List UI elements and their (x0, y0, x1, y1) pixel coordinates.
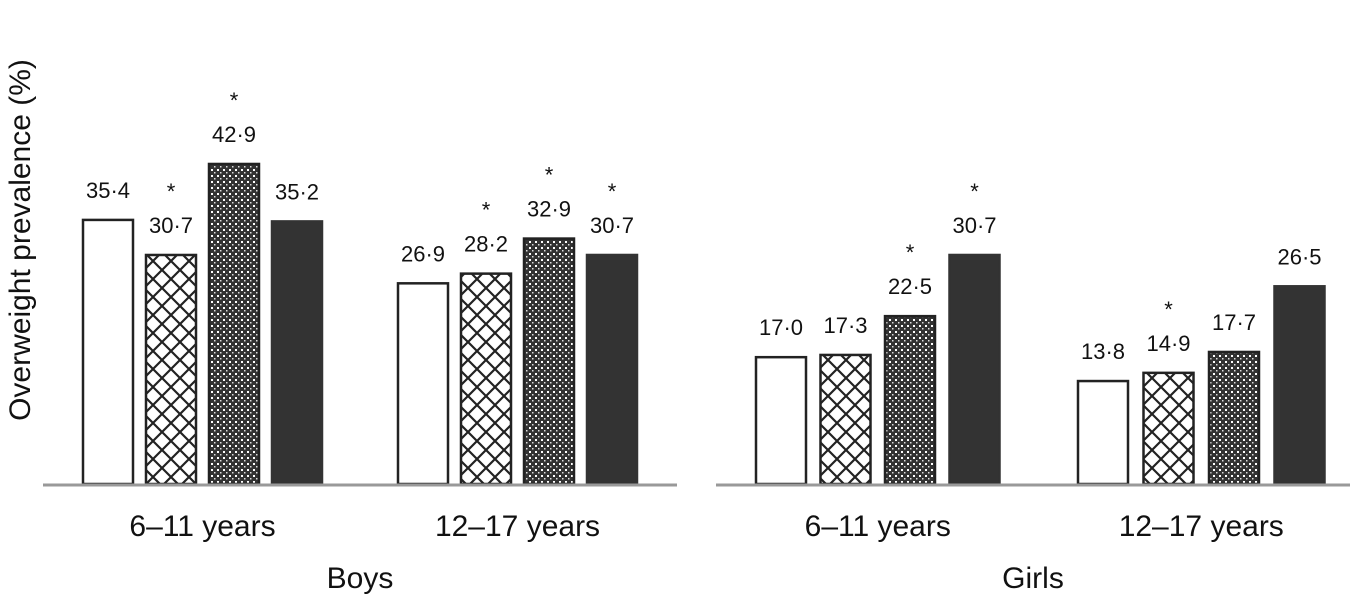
y-axis-label: Overweight prevalence (%) (4, 59, 37, 421)
bar-girls-1-2 (819, 353, 872, 486)
value-label: 17·0 (759, 315, 803, 340)
bar-girls-1-4 (948, 253, 1001, 486)
bar-girls-2-1 (1076, 379, 1130, 486)
panel-label: Girls (1002, 562, 1064, 595)
bar-boys-1-3 (207, 162, 261, 486)
category-tick-label: 6–11 years (129, 510, 275, 543)
value-label: 35·4 (86, 178, 130, 203)
bar-girls-1-3 (883, 314, 937, 486)
value-label: 32·9 (527, 197, 571, 222)
significance-marker: * (608, 179, 617, 204)
value-label: 30·7 (590, 213, 634, 238)
significance-marker: * (167, 179, 176, 204)
significance-marker: * (1164, 297, 1173, 322)
value-label: 22·5 (888, 274, 932, 299)
value-label: 26·5 (1277, 244, 1321, 269)
bar-girls-2-4 (1273, 285, 1326, 486)
value-label: 30·7 (952, 213, 996, 238)
value-label: 28·2 (464, 232, 508, 257)
value-label: 17·3 (823, 313, 867, 338)
category-tick-label: 6–11 years (805, 510, 951, 543)
bar-boys-1-2 (144, 253, 198, 486)
significance-marker: * (482, 198, 491, 223)
bar-boys-2-2 (459, 272, 513, 486)
significance-marker: * (545, 163, 554, 188)
value-label: 26·9 (401, 241, 445, 266)
significance-marker: * (230, 88, 239, 113)
value-label: 42·9 (212, 122, 256, 147)
bar-boys-1-4 (270, 220, 324, 486)
value-label: 13·8 (1081, 339, 1125, 364)
value-label: 30·7 (149, 213, 193, 238)
bar-boys-1-1 (81, 218, 135, 486)
bar-girls-2-2 (1142, 371, 1195, 486)
category-tick-label: 12–17 years (435, 510, 600, 543)
bar-girls-2-3 (1207, 350, 1261, 486)
significance-marker: * (970, 179, 979, 204)
category-tick-label: 12–17 years (1119, 510, 1284, 543)
bar-boys-2-4 (585, 253, 639, 486)
bar-girls-1-1 (754, 355, 808, 486)
bar-boys-2-3 (522, 237, 576, 486)
value-label: 17·7 (1212, 310, 1256, 335)
panel-label: Boys (327, 562, 394, 595)
value-label: 35·2 (275, 179, 319, 204)
bar-boys-2-1 (396, 282, 450, 486)
value-label: 14·9 (1146, 331, 1190, 356)
significance-marker: * (906, 240, 915, 265)
